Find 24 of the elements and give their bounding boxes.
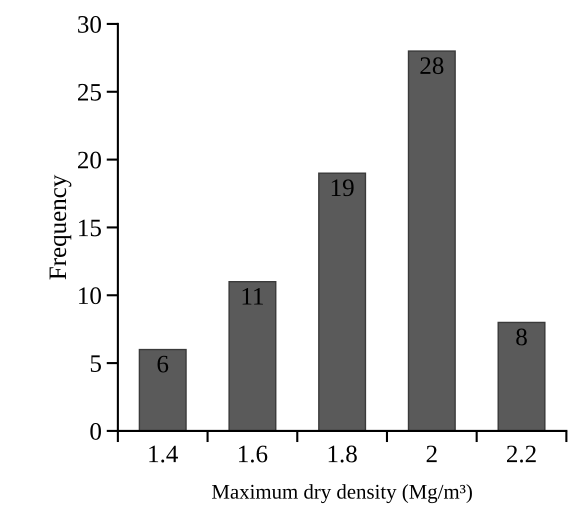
y-tick-label: 20 — [78, 152, 101, 169]
data-label: 11 — [242, 288, 263, 304]
x-tick-label: 1.4 — [149, 446, 178, 463]
bar — [318, 172, 366, 431]
y-tick-label: 0 — [90, 422, 101, 440]
bar — [408, 50, 456, 431]
y-tick-label: 10 — [79, 287, 101, 304]
x-tick-label: 1.6 — [239, 446, 268, 463]
y-tick-label: 25 — [78, 84, 101, 101]
x-tick-label: 2.2 — [507, 446, 536, 463]
bar — [498, 322, 546, 431]
x-tick-label: 2 — [426, 446, 437, 462]
y-tick-label: 30 — [78, 16, 101, 33]
data-label: 19 — [332, 179, 354, 196]
bar — [138, 348, 187, 431]
data-label: 8 — [516, 328, 527, 346]
y-axis-title: Frequency — [50, 174, 72, 280]
bar — [228, 281, 276, 431]
x-axis-title: Maximum dry density (Mg/m³) — [212, 484, 472, 504]
y-tick-label: 15 — [79, 220, 101, 236]
y-tick-label: 5 — [90, 355, 101, 372]
x-tick-label: 1.8 — [328, 446, 357, 463]
data-label: 6 — [158, 356, 168, 373]
data-label: 28 — [420, 57, 444, 74]
